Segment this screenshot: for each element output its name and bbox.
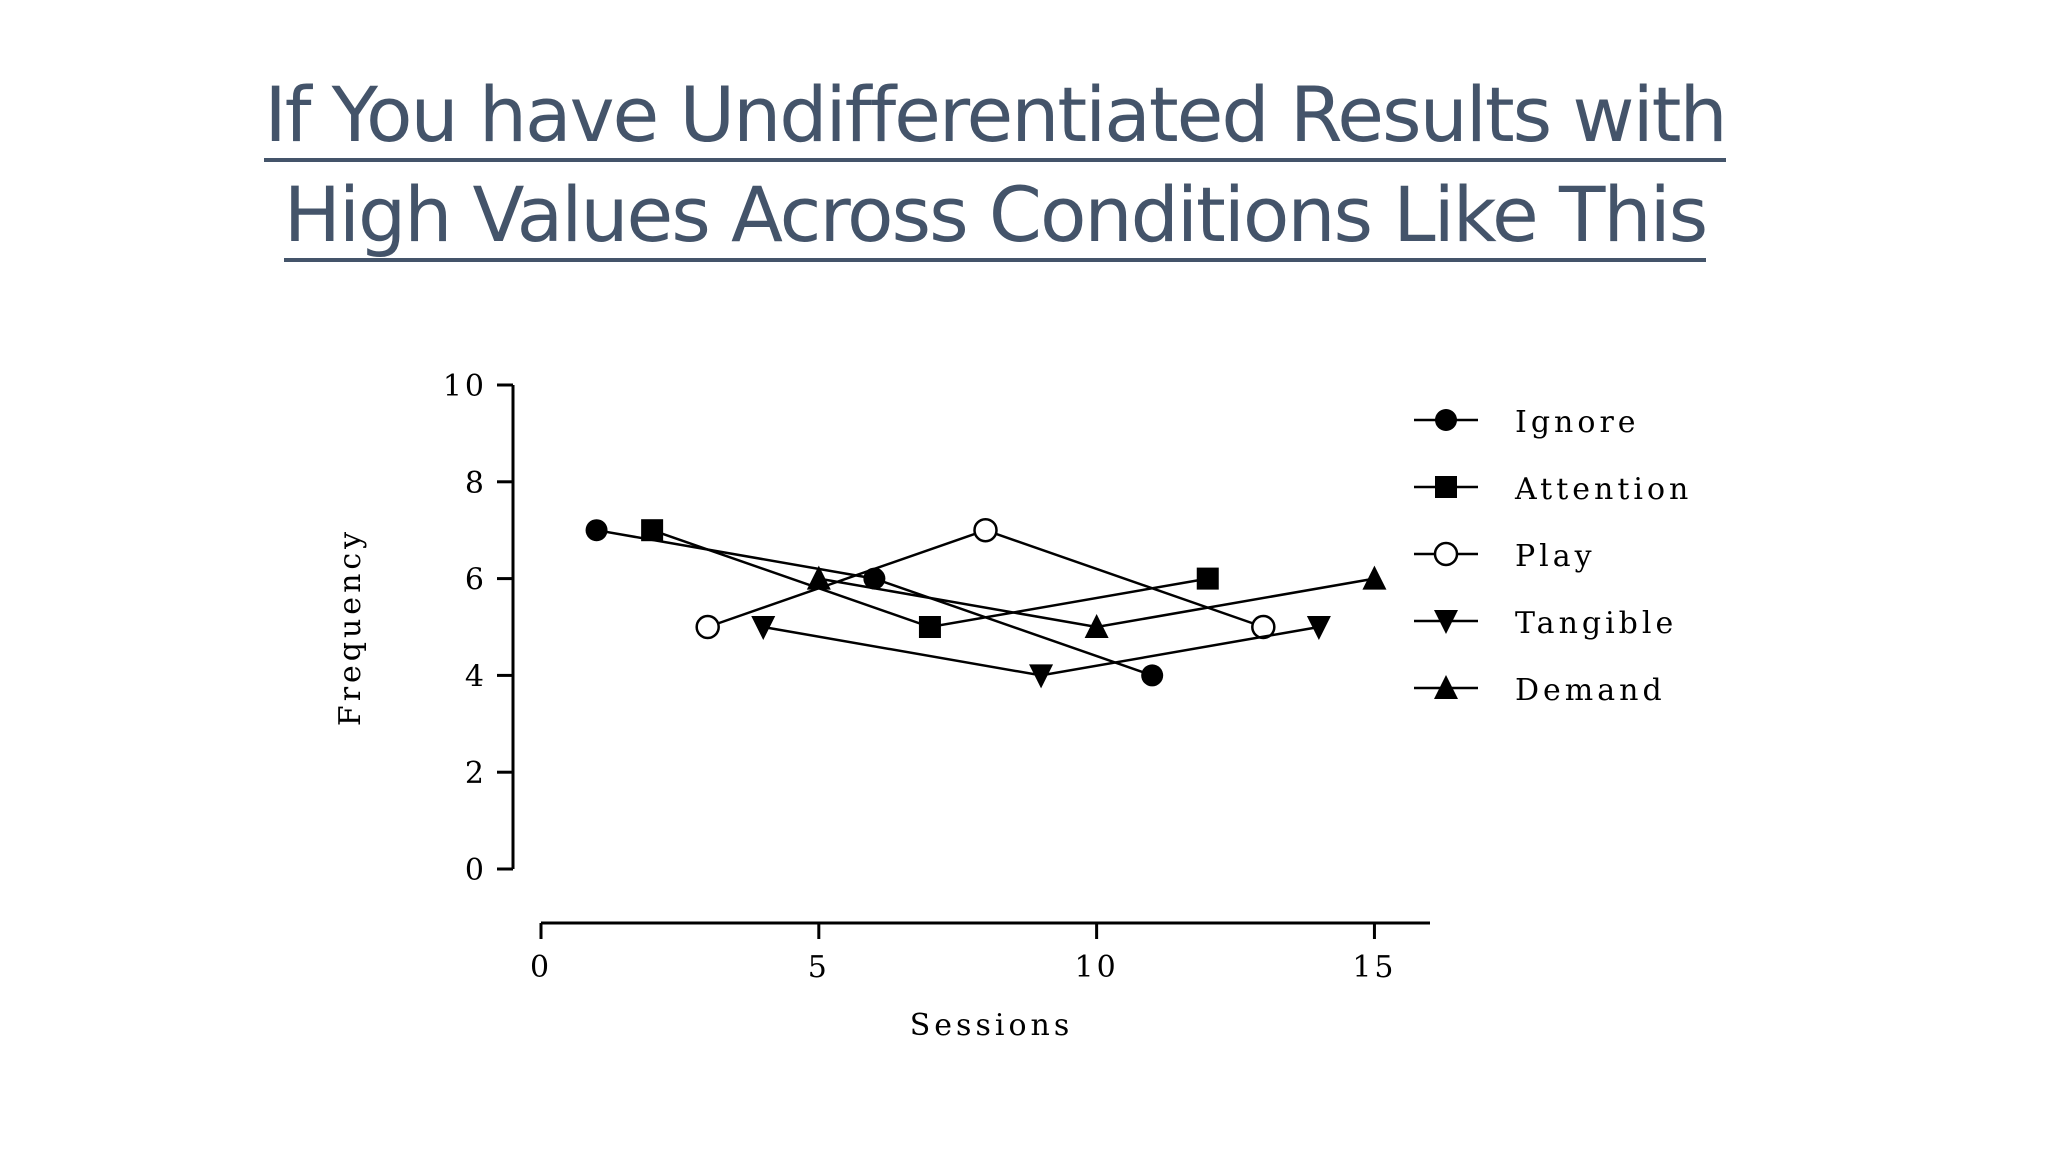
data-point-tangible [1306,616,1331,640]
series-play [695,517,1276,640]
legend-item-tangible: Tangible [1414,606,1677,641]
x-axis-title: Sessions [910,1008,1073,1043]
slide-title-line1: If You have Undifferentiated Results wit… [264,72,1728,162]
series-layer [585,517,1387,689]
y-tick-label: 10 [443,369,487,404]
y-tick-label: 4 [465,659,487,694]
legend-label-attention: Attention [1514,472,1692,507]
y-axis-title: Frequency [333,528,368,726]
data-point-demand [806,565,831,590]
data-point-ignore [1141,664,1164,687]
legend: Ignore Attention Play Tangible Demand [1414,405,1692,708]
data-point-attention [1196,567,1219,590]
y-axis: 0 2 4 6 8 10 [443,369,515,888]
x-tick-label: 15 [1352,950,1396,985]
legend-label-ignore: Ignore [1515,405,1640,440]
legend-item-play: Play [1414,539,1596,574]
x-axis: 0 5 10 15 [530,921,1430,985]
data-point-play [695,614,720,640]
legend-item-attention: Attention [1414,472,1692,507]
data-point-attention [641,519,664,542]
x-tick-label: 10 [1075,950,1119,985]
data-point-tangible [1029,664,1054,689]
data-point-demand [1084,614,1109,638]
series-ignore [585,519,1164,687]
series-demand [806,565,1387,638]
data-point-demand [1362,565,1387,590]
y-tick-label: 6 [465,563,487,598]
legend-label-play: Play [1515,539,1596,574]
legend-marker-play [1433,541,1459,567]
legend-item-ignore: Ignore [1414,405,1640,440]
legend-marker-ignore [1435,409,1457,431]
legend-label-tangible: Tangible [1515,606,1677,641]
series-tangible [751,616,1331,689]
data-point-play [1251,614,1276,640]
legend-marker-tangible [1434,610,1458,634]
y-tick-label: 0 [465,853,487,888]
legend-label-demand: Demand [1515,673,1666,708]
series-attention [641,519,1219,638]
data-point-attention [918,616,941,638]
data-point-play [973,517,998,543]
legend-marker-attention [1435,476,1457,498]
data-point-ignore [585,519,608,542]
slide-title-line2: High Values Across Conditions Like This [283,172,1708,262]
y-tick-label: 2 [465,756,487,791]
data-point-ignore [863,567,886,590]
data-point-tangible [751,616,776,640]
legend-marker-demand [1434,675,1458,699]
slide-title: If You have Undifferentiated Results wit… [0,68,1990,268]
x-tick-label: 0 [530,950,552,985]
x-tick-label: 5 [808,950,830,985]
legend-item-demand: Demand [1414,673,1666,708]
y-tick-label: 8 [465,466,487,501]
